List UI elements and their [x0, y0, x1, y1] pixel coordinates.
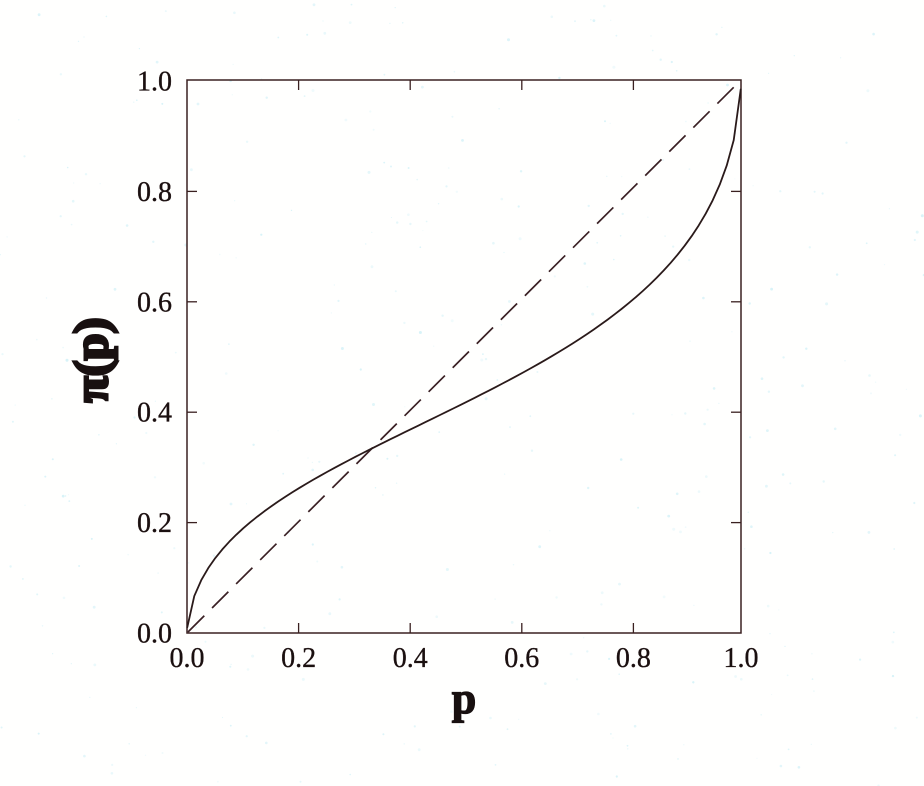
svg-text:π(p): π(p)	[65, 318, 118, 403]
svg-text:0.6: 0.6	[504, 643, 539, 674]
svg-text:0.6: 0.6	[137, 287, 172, 318]
svg-text:0.4: 0.4	[393, 643, 428, 674]
svg-text:0.8: 0.8	[616, 643, 651, 674]
svg-text:0.2: 0.2	[281, 643, 316, 674]
svg-text:p: p	[452, 674, 476, 723]
svg-text:0.4: 0.4	[137, 398, 172, 429]
svg-text:0.2: 0.2	[137, 508, 172, 539]
svg-text:1.0: 1.0	[137, 67, 172, 98]
svg-text:0.0: 0.0	[137, 619, 172, 650]
svg-text:0.8: 0.8	[137, 177, 172, 208]
svg-text:1.0: 1.0	[724, 643, 759, 674]
svg-text:0.0: 0.0	[170, 643, 205, 674]
